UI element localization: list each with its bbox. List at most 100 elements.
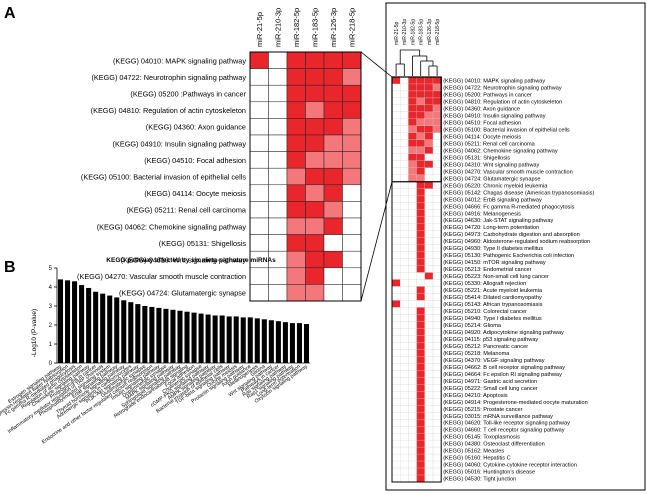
zoom-heat-cell	[323, 201, 343, 219]
full-heat-cell	[400, 90, 409, 99]
bar	[107, 295, 113, 363]
full-heat-cell	[391, 188, 401, 196]
full-heat-cell	[416, 230, 425, 238]
full-heat-cell	[416, 426, 425, 434]
full-mirna-label: miR-182-5p	[410, 19, 416, 45]
zoom-heat-cell	[286, 118, 306, 136]
full-heat-cell	[408, 132, 417, 140]
full-heat-cell	[416, 342, 425, 350]
zoom-pathway-label: (KEGG) 04360: Axon guidance	[146, 123, 246, 132]
full-heat-cell	[432, 279, 442, 287]
full-heat-cell	[416, 398, 425, 406]
zoom-heat-cell	[305, 134, 325, 152]
full-heat-cell	[424, 342, 434, 350]
full-pathway-label: (KEGG) 04914: Progesterone-mediated oocy…	[443, 400, 588, 406]
full-heat-cell	[432, 432, 442, 441]
full-heat-cell	[416, 349, 425, 357]
full-heat-cell	[432, 181, 442, 189]
full-heat-cell	[432, 335, 442, 343]
full-pathway-label: (KEGG) 05215: Prostate cancer	[443, 407, 522, 413]
full-heat-cell	[400, 118, 409, 127]
full-pathway-label: (KEGG) 05100: Bacterial invasion of epit…	[443, 127, 570, 133]
full-heat-cell	[391, 335, 401, 343]
zoom-heat-cell	[305, 118, 325, 136]
panel-a-label: A	[4, 5, 16, 22]
zoom-pathway-label: (KEGG) 04310: Wnt signaling pathway	[121, 255, 247, 264]
full-heat-cell	[408, 307, 417, 315]
full-heat-cell	[400, 286, 409, 294]
full-heat-cell	[424, 419, 434, 427]
full-heat-cell	[391, 139, 401, 147]
zoom-heat-cell	[323, 51, 343, 69]
full-heat-cell	[400, 265, 409, 273]
full-heat-cell	[416, 258, 425, 266]
zoom-heat-cell	[286, 234, 306, 252]
full-heat-cell	[432, 405, 442, 413]
bar	[114, 297, 120, 363]
full-heat-cell	[432, 90, 442, 99]
zoom-pathway-label: (KEGG) 04910: Insulin signaling pathway	[113, 139, 247, 148]
full-heat-cell	[424, 391, 434, 399]
bar	[275, 321, 281, 363]
full-heat-cell	[424, 216, 434, 224]
full-heat-cell	[432, 293, 442, 301]
full-pathway-label: (KEGG) 04664: Fc epsilon RI signaling pa…	[443, 372, 562, 378]
zoom-heat-cell	[342, 250, 362, 269]
full-heat-cell	[391, 160, 401, 168]
full-heat-cell	[408, 467, 417, 476]
full-heat-cell	[416, 300, 425, 308]
full-heat-cell	[408, 146, 417, 154]
full-heat-cell	[408, 439, 417, 448]
full-heat-cell	[408, 209, 417, 217]
full-heat-cell	[391, 474, 401, 483]
zoom-heat-cell	[323, 84, 343, 103]
full-heat-cell	[424, 279, 434, 287]
bar-series	[57, 279, 310, 363]
full-heat-cell	[416, 412, 425, 420]
bar	[240, 317, 246, 363]
full-heat-cell	[408, 83, 417, 92]
zoom-heat-cell	[323, 184, 343, 202]
full-heat-cell	[391, 202, 401, 210]
full-heat-cell	[408, 412, 417, 420]
zoom-heat-cell	[268, 101, 288, 119]
full-heat-cell	[408, 118, 417, 127]
full-heat-cell	[424, 328, 434, 336]
full-heat-cell	[391, 181, 401, 189]
zoom-heat-cell	[323, 284, 343, 302]
full-heat-cell	[400, 453, 409, 462]
full-heat-cell	[432, 314, 442, 322]
zoom-heat-cell	[305, 201, 325, 219]
full-heat-cell	[391, 349, 401, 357]
full-heat-cell	[424, 398, 434, 406]
full-heat-cell	[400, 174, 409, 182]
bar	[65, 280, 71, 363]
zoom-heat-cell	[305, 284, 325, 302]
full-heat-cell	[400, 279, 409, 287]
full-heat-cell	[416, 272, 425, 280]
full-heat-cell	[408, 426, 417, 434]
full-heat-cell	[408, 342, 417, 350]
full-pathway-label: (KEGG) 04920: Adipocytokine signaling pa…	[443, 330, 564, 336]
full-heat-cell	[432, 265, 442, 273]
full-pathway-label: (KEGG) 04380: Osteoclast differentiation	[443, 442, 545, 448]
full-heat-cell	[416, 293, 425, 301]
full-heat-cell	[416, 474, 425, 483]
full-heat-cell	[432, 412, 442, 420]
full-heat-cell	[400, 328, 409, 336]
full-heat-cell	[416, 432, 425, 441]
full-heat-cell	[432, 370, 442, 378]
full-heat-cell	[424, 125, 434, 133]
full-pathway-label: (KEGG) 04660: T cell receptor signaling …	[443, 428, 565, 434]
full-heat-cell	[416, 195, 425, 203]
full-heat-cell	[432, 139, 442, 147]
full-heat-cell	[432, 167, 442, 175]
zoom-pathway-label: (KEGG) 04270: Vascular smooth muscle con…	[77, 272, 246, 281]
full-heat-cell	[391, 76, 401, 85]
full-heat-cell	[391, 132, 401, 140]
zoom-heat-cell	[268, 201, 288, 219]
full-heat-cell	[391, 223, 401, 231]
full-heat-cell	[391, 258, 401, 266]
full-heat-cell	[391, 328, 401, 336]
full-heat-cell	[400, 216, 409, 224]
